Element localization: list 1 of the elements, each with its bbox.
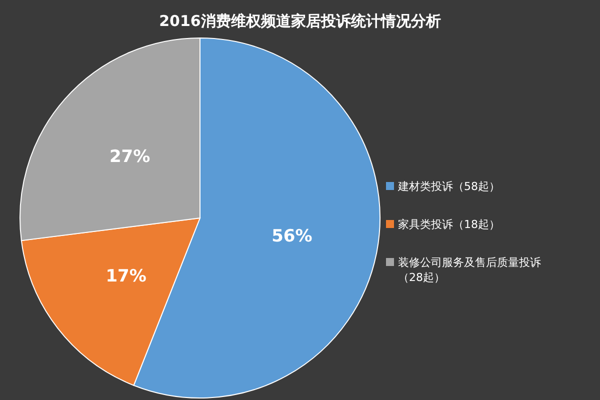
title: 2016消费维权频道家居投诉统计情况分析: [159, 12, 441, 30]
